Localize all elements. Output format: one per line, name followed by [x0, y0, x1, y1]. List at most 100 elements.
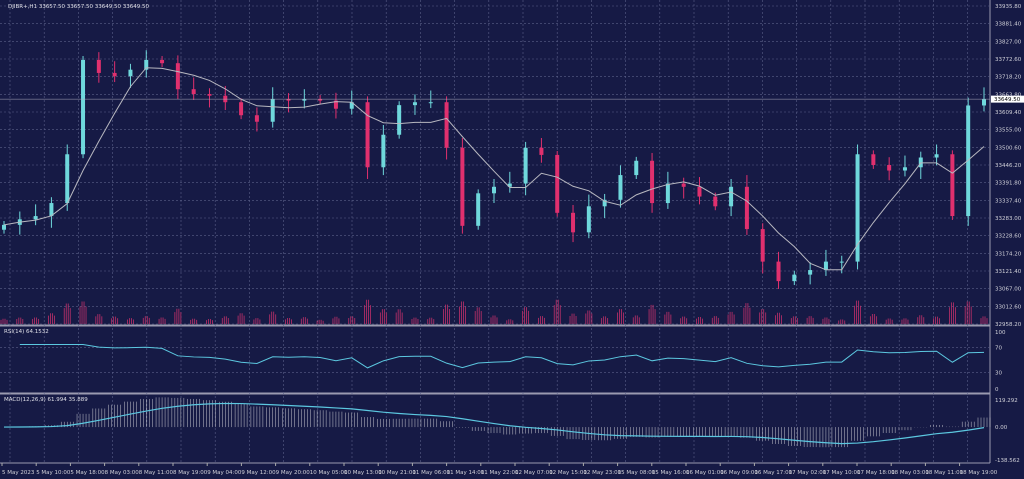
candle-body: [808, 270, 813, 275]
time-tick-label: 15 May 08:00: [618, 470, 656, 476]
candle-body: [887, 165, 892, 171]
rsi-tick-label: 0: [995, 387, 999, 393]
time-tick-label: 11 May 22:00: [481, 470, 519, 476]
candle-body: [286, 98, 291, 101]
time-tick-label: 11 May 06:00: [412, 470, 450, 476]
candle-body: [81, 59, 86, 155]
candle-body: [823, 261, 828, 271]
candle-body: [65, 154, 70, 204]
price-tick-label: 33827.00: [995, 39, 1022, 45]
time-tick-label: 11 May 14:00: [447, 470, 485, 476]
candle-body: [270, 98, 275, 122]
price-tick-label: 33663.80: [995, 92, 1022, 98]
candle-body: [239, 102, 244, 116]
time-tick-label: 8 May 11:00: [139, 470, 174, 476]
time-tick-label: 17 May 02:00: [789, 470, 827, 476]
candle-body: [333, 100, 338, 109]
price-tick-label: 33228.60: [995, 234, 1022, 240]
candle-body: [744, 186, 749, 230]
time-tick-label: 10 May 21:00: [378, 470, 416, 476]
candle-body: [428, 102, 433, 104]
candle-body: [476, 193, 481, 226]
candle-body: [650, 160, 655, 204]
candle-body: [918, 157, 923, 168]
candle-body: [254, 115, 259, 122]
candle-body: [776, 261, 781, 282]
candle-body: [729, 186, 734, 207]
time-tick-label: 17 May 18:00: [857, 470, 895, 476]
candle-body: [349, 102, 354, 109]
candles: [2, 50, 986, 289]
candle-body: [507, 183, 512, 187]
candle-body: [792, 274, 797, 282]
price-tick-label: 33772.60: [995, 57, 1022, 63]
candle-body: [555, 154, 560, 213]
rsi-line: [19, 344, 985, 369]
candle-body: [144, 59, 149, 70]
time-tick-label: 18 May 03:00: [891, 470, 929, 476]
price-tick-label: 32958.20: [995, 322, 1022, 328]
macd-tick-label: -138.562: [995, 458, 1020, 464]
candle-body: [760, 229, 765, 262]
rsi-panel: 100 70 30 0: [0, 330, 1006, 393]
time-tick-label: 5 May 2023: [2, 470, 35, 476]
price-axis: 33935.80 33881.40 33827.00 33772.60 33718.20…: [0, 4, 1024, 328]
candle-body: [397, 105, 402, 135]
candle-body: [618, 175, 623, 200]
time-tick-label: 10 May 05:00: [310, 470, 348, 476]
time-axis: 5 May 2023 5 May 10:00 5 May 18:00 8 May 03…: [1, 463, 998, 476]
candle-body: [982, 99, 986, 106]
macd-panel: 119.292 0.00 -138.562: [3, 397, 1020, 464]
candle-body: [839, 261, 844, 263]
candle-body: [49, 203, 54, 217]
price-tick-label: 33174.20: [995, 251, 1022, 257]
macd-tick-label: 119.292: [995, 398, 1018, 404]
candle-body: [112, 72, 117, 77]
time-tick-label: 12 May 15:00: [549, 470, 587, 476]
price-tick-label: 33881.40: [995, 22, 1022, 28]
candle-body: [523, 147, 528, 184]
time-tick-label: 18 May 19:00: [960, 470, 998, 476]
time-tick-label: 16 May 01:00: [686, 470, 724, 476]
time-tick-label: 18 May 11:00: [925, 470, 963, 476]
time-tick-label: 16 May 09:00: [720, 470, 758, 476]
macd-signal-line: [3, 402, 985, 445]
macd-title: MACD(12,26,9) 61.994 35.889: [4, 397, 88, 403]
candle-body: [318, 98, 323, 101]
candle-body: [302, 98, 307, 101]
volume-bars: [0, 299, 988, 324]
price-tick-label: 33446.20: [995, 163, 1022, 169]
price-tick-label: 33012.60: [995, 304, 1022, 310]
candle-body: [934, 154, 939, 158]
candle-body: [381, 134, 386, 168]
price-tick-label: 33391.80: [995, 181, 1022, 187]
candle-body: [634, 160, 639, 176]
time-tick-label: 12 May 23:00: [583, 470, 621, 476]
candle-body: [602, 199, 607, 207]
price-tick-label: 33555.00: [995, 128, 1022, 134]
candle-body: [697, 186, 702, 197]
time-tick-label: 16 May 17:00: [754, 470, 792, 476]
candle-body: [681, 183, 686, 187]
current-price-label: 33649.50: [994, 97, 1021, 103]
candle-body: [665, 183, 670, 204]
candle-body: [128, 69, 133, 77]
time-tick-label: 9 May 20:00: [276, 470, 311, 476]
candle-body: [539, 147, 544, 155]
grid: [0, 0, 991, 464]
rsi-title: RSI(14) 64.1532: [4, 329, 49, 335]
candle-body: [902, 167, 907, 171]
price-tick-label: 33067.00: [995, 287, 1022, 293]
rsi-tick-label: 30: [995, 370, 1002, 376]
candle-body: [365, 102, 370, 168]
candle-body: [160, 59, 165, 64]
time-tick-label: 12 May 07:00: [515, 470, 553, 476]
time-tick-label: 9 May 12:00: [241, 470, 276, 476]
candle-body: [713, 196, 718, 207]
price-tick-label: 33609.40: [995, 110, 1022, 116]
candle-body: [950, 154, 955, 217]
time-tick-label: 8 May 03:00: [105, 470, 140, 476]
price-tick-label: 33337.40: [995, 198, 1022, 204]
candle-body: [207, 94, 212, 96]
